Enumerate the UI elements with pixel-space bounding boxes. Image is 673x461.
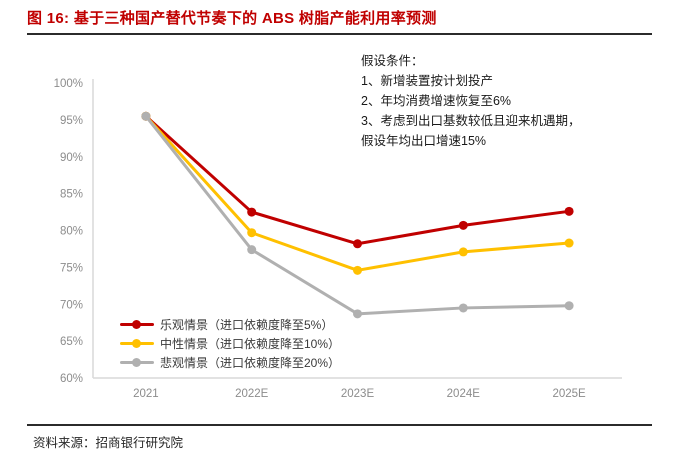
legend-item-neutral: 中性情景（进口依赖度降至10%） [120, 334, 340, 353]
assumptions-line: 1、新增装置按计划投产 [361, 74, 493, 88]
svg-text:2024E: 2024E [447, 388, 481, 400]
svg-text:2022E: 2022E [235, 388, 269, 400]
assumptions-note: 假设条件： 1、新增装置按计划投产 2、年均消费增速恢复至6% 3、考虑到出口基… [361, 51, 661, 151]
svg-text:65%: 65% [60, 336, 83, 348]
svg-text:100%: 100% [54, 78, 83, 90]
neutral-line-marker-icon [120, 339, 154, 348]
figure-title: 图 16: 基于三种国产替代节奏下的 ABS 树脂产能利用率预测 [27, 10, 437, 27]
svg-text:2023E: 2023E [341, 388, 375, 400]
assumptions-line: 假设条件： [361, 54, 424, 68]
svg-text:2021: 2021 [133, 388, 159, 400]
footer-separator-line [27, 424, 652, 426]
pessimistic-line-marker-icon [120, 358, 154, 367]
svg-text:70%: 70% [60, 299, 83, 311]
assumptions-line: 假设年均出口增速15% [361, 134, 487, 148]
assumptions-line: 3、考虑到出口基数较低且迎来机遇期， [361, 114, 581, 128]
legend-label: 乐观情景（进口依赖度降至5%） [160, 318, 334, 332]
svg-text:95%: 95% [60, 115, 83, 127]
assumptions-line: 2、年均消费增速恢复至6% [361, 94, 512, 108]
legend-item-pessimistic: 悲观情景（进口依赖度降至20%） [120, 353, 340, 372]
legend-label: 中性情景（进口依赖度降至10%） [160, 337, 341, 351]
legend-item-optimistic: 乐观情景（进口依赖度降至5%） [120, 315, 340, 334]
svg-text:75%: 75% [60, 262, 83, 274]
source-note: 资料来源：招商银行研究院 [33, 436, 184, 450]
chart-legend: 乐观情景（进口依赖度降至5%） 中性情景（进口依赖度降至10%） 悲观情景（进口… [120, 315, 340, 372]
legend-label: 悲观情景（进口依赖度降至20%） [160, 356, 341, 370]
svg-text:85%: 85% [60, 189, 83, 201]
title-separator-line [27, 33, 652, 35]
svg-text:60%: 60% [60, 373, 83, 385]
svg-text:90%: 90% [60, 152, 83, 164]
svg-text:2025E: 2025E [552, 388, 586, 400]
svg-text:80%: 80% [60, 226, 83, 238]
optimistic-line-marker-icon [120, 320, 154, 329]
